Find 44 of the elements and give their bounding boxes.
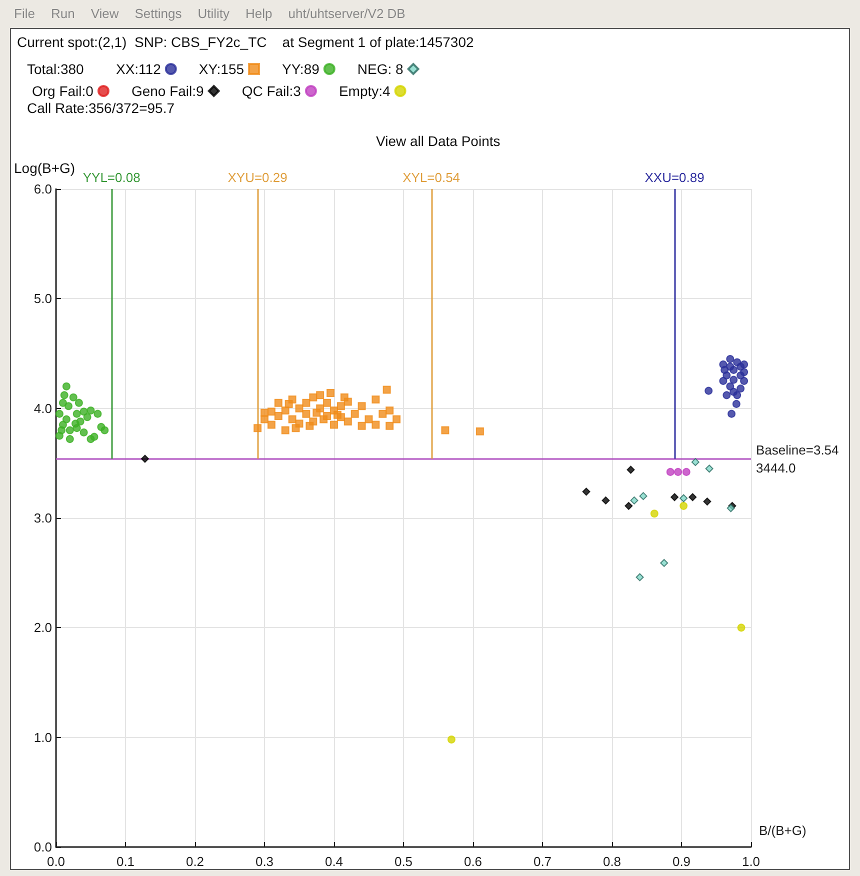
y-tick-label: 4.0 — [34, 400, 52, 416]
x-tick-label: 0.1 — [116, 854, 135, 869]
chart-title: View all Data Points — [376, 133, 500, 149]
legend-label: YY:89 — [282, 61, 320, 77]
legend-label: Empty:4 — [338, 83, 391, 99]
legend-label: Org Fail:0 — [32, 83, 94, 99]
text: Total:380 — [27, 61, 84, 77]
y-axis-title: Log(B+G) — [14, 160, 76, 176]
y-tick-label: 6.0 — [34, 182, 52, 196]
text: Run — [50, 6, 75, 20]
text: Help — [246, 6, 272, 20]
text: File — [14, 6, 35, 20]
legend-label: NEG: 8 — [357, 61, 404, 77]
y-tick-label: 2.0 — [34, 620, 52, 636]
ref-line-label: XXU=0.89 — [644, 170, 704, 185]
ref-line-label: XYL=0.54 — [402, 170, 460, 185]
ref-line-label: Baseline=3.54 3444.0 — [756, 442, 839, 476]
text: Settings — [134, 6, 182, 20]
y-tick-label: 5.0 — [34, 291, 52, 306]
ref-line-label: YYL=0.08 — [82, 170, 140, 185]
x-tick-label: 0.0 — [46, 854, 66, 869]
x-tick-label: 0.4 — [324, 854, 344, 869]
legend-label: XX:112 — [116, 61, 162, 77]
x-axis-title: B/(B+G) — [759, 823, 806, 838]
x-tick-label: 0.8 — [602, 854, 622, 869]
y-tick-label: 1.0 — [34, 730, 52, 745]
legend-label: XY:155 — [198, 61, 244, 77]
text: View — [90, 6, 119, 20]
legend-label: QC Fail:3 — [242, 83, 302, 99]
text: Utility — [198, 6, 230, 20]
y-tick-label: 0.0 — [34, 840, 52, 854]
x-tick-label: 0.6 — [464, 854, 482, 869]
x-tick-label: 1.0 — [742, 854, 760, 869]
legend-label: Geno Fail:9 — [131, 83, 204, 99]
text: Current spot:(2,1) SNP: CBS_FY2c_TC at Segment 1 of plate:1457302 — [17, 34, 474, 50]
x-tick-label: 0.3 — [255, 854, 274, 869]
x-tick-label: 0.7 — [533, 854, 552, 869]
x-tick-label: 0.5 — [394, 854, 413, 869]
x-tick-label: 0.9 — [672, 854, 691, 869]
text: Call Rate:356/372=95.7 — [27, 100, 175, 116]
text: uht/uhtserver/V2 DB — [288, 6, 406, 20]
ref-line-label: XYU=0.29 — [228, 170, 288, 185]
y-tick-label: 3.0 — [34, 510, 52, 526]
x-tick-label: 0.2 — [186, 854, 204, 869]
